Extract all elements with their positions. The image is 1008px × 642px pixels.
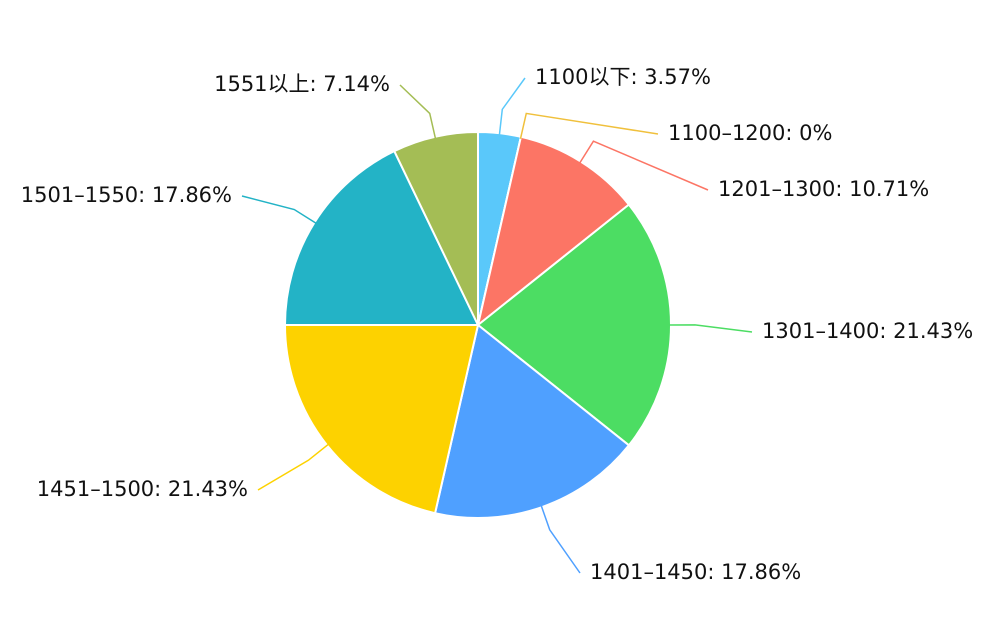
leader-line bbox=[540, 505, 581, 574]
slice-label: 1100以下: 3.57% bbox=[535, 65, 711, 89]
leader-line bbox=[241, 195, 317, 225]
leader-line bbox=[399, 84, 437, 139]
slice-label: 1201–1300: 10.71% bbox=[718, 177, 929, 201]
leader-line bbox=[668, 324, 753, 333]
slice-label: 1501–1550: 17.86% bbox=[21, 183, 232, 207]
leader-line bbox=[257, 443, 330, 491]
leader-line bbox=[519, 112, 659, 139]
leader-line bbox=[498, 77, 526, 136]
leader-line bbox=[578, 140, 709, 191]
slice-label: 1551以上: 7.14% bbox=[214, 72, 390, 96]
slice-label: 1301–1400: 21.43% bbox=[762, 319, 973, 343]
slice-label: 1401–1450: 17.86% bbox=[590, 560, 801, 584]
slice-label: 1451–1500: 21.43% bbox=[37, 477, 248, 501]
slice-label: 1100–1200: 0% bbox=[668, 121, 832, 145]
